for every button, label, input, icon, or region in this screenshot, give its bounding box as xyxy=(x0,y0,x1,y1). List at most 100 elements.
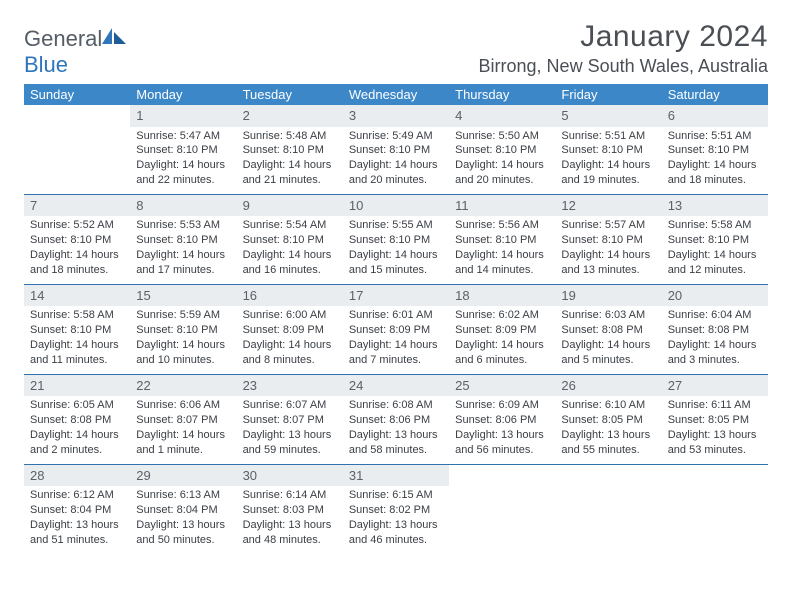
day-number: 22 xyxy=(130,374,236,396)
day-cell: Sunrise: 6:00 AMSunset: 8:09 PMDaylight:… xyxy=(237,306,343,374)
daylight-text-2: and 48 minutes. xyxy=(243,533,337,548)
sunrise-text: Sunrise: 5:51 AM xyxy=(668,129,762,144)
sails-icon xyxy=(102,26,128,46)
day-number: 17 xyxy=(343,284,449,306)
col-wed: Wednesday xyxy=(343,84,449,105)
daylight-text-1: Daylight: 14 hours xyxy=(455,158,549,173)
sunrise-text: Sunrise: 6:06 AM xyxy=(136,398,230,413)
calendar-page: General Blue January 2024 Birrong, New S… xyxy=(0,0,792,554)
day-cell: Sunrise: 5:58 AMSunset: 8:10 PMDaylight:… xyxy=(662,216,768,284)
day-cell: Sunrise: 5:58 AMSunset: 8:10 PMDaylight:… xyxy=(24,306,130,374)
daylight-text-1: Daylight: 14 hours xyxy=(349,338,443,353)
week-row: Sunrise: 5:58 AMSunset: 8:10 PMDaylight:… xyxy=(24,306,768,374)
week-row: Sunrise: 5:47 AMSunset: 8:10 PMDaylight:… xyxy=(24,127,768,195)
daylight-text-1: Daylight: 14 hours xyxy=(243,338,337,353)
daylight-text-2: and 10 minutes. xyxy=(136,353,230,368)
day-number: 16 xyxy=(237,284,343,306)
day-cell: Sunrise: 6:06 AMSunset: 8:07 PMDaylight:… xyxy=(130,396,236,464)
sunrise-text: Sunrise: 6:05 AM xyxy=(30,398,124,413)
day-number xyxy=(449,464,555,486)
sunrise-text: Sunrise: 5:49 AM xyxy=(349,129,443,144)
sunset-text: Sunset: 8:10 PM xyxy=(136,323,230,338)
sunrise-text: Sunrise: 5:59 AM xyxy=(136,308,230,323)
daylight-text-1: Daylight: 14 hours xyxy=(136,158,230,173)
day-cell xyxy=(662,486,768,553)
daylight-text-1: Daylight: 14 hours xyxy=(136,428,230,443)
day-cell: Sunrise: 6:14 AMSunset: 8:03 PMDaylight:… xyxy=(237,486,343,553)
sunset-text: Sunset: 8:10 PM xyxy=(349,143,443,158)
day-cell: Sunrise: 5:54 AMSunset: 8:10 PMDaylight:… xyxy=(237,216,343,284)
daylight-text-2: and 8 minutes. xyxy=(243,353,337,368)
week-row: Sunrise: 6:05 AMSunset: 8:08 PM Daylight:… xyxy=(24,396,768,464)
daylight-text-1: Daylight: 14 hours xyxy=(136,248,230,263)
daylight-text-2: and 56 minutes. xyxy=(455,443,549,458)
sunrise-text: Sunrise: 5:50 AM xyxy=(455,129,549,144)
sunset-text: Sunset: 8:10 PM xyxy=(136,233,230,248)
day-cell: Sunrise: 5:52 AMSunset: 8:10 PMDaylight:… xyxy=(24,216,130,284)
sunrise-text: Sunrise: 6:11 AM xyxy=(668,398,762,413)
daylight-text-1: Daylight: 13 hours xyxy=(243,428,337,443)
daynum-row: 21222324252627 xyxy=(24,374,768,396)
sunset-text: Sunset: 8:07 PM xyxy=(243,413,337,428)
sunset-text: Sunset: 8:08 PM xyxy=(30,413,124,428)
sunset-text: Sunset: 8:02 PM xyxy=(349,503,443,518)
day-cell: Sunrise: 6:07 AMSunset: 8:07 PMDaylight:… xyxy=(237,396,343,464)
daylight-text-2: and 51 minutes. xyxy=(30,533,124,548)
day-cell: Sunrise: 6:04 AMSunset: 8:08 PMDaylight:… xyxy=(662,306,768,374)
daylight-text-2: and 59 minutes. xyxy=(243,443,337,458)
day-cell: Sunrise: 5:47 AMSunset: 8:10 PMDaylight:… xyxy=(130,127,236,195)
day-cell: Sunrise: 5:53 AMSunset: 8:10 PMDaylight:… xyxy=(130,216,236,284)
daylight-text-2: and 5 minutes. xyxy=(561,353,655,368)
day-number: 7 xyxy=(24,194,130,216)
sunset-text: Sunset: 8:07 PM xyxy=(136,413,230,428)
col-mon: Monday xyxy=(130,84,236,105)
day-number: 26 xyxy=(555,374,661,396)
day-number xyxy=(555,464,661,486)
sunset-text: Sunset: 8:08 PM xyxy=(561,323,655,338)
daynum-row: 78910111213 xyxy=(24,194,768,216)
daylight-text-1: Daylight: 14 hours xyxy=(668,338,762,353)
week-row: Sunrise: 5:52 AMSunset: 8:10 PMDaylight:… xyxy=(24,216,768,284)
day-number: 13 xyxy=(662,194,768,216)
daylight-text-2: and 18 minutes. xyxy=(668,173,762,188)
sunrise-text: Sunrise: 6:14 AM xyxy=(243,488,337,503)
daylight-text-2: and 14 minutes. xyxy=(455,263,549,278)
daynum-row: 123456 xyxy=(24,105,768,127)
day-cell: Sunrise: 5:51 AMSunset: 8:10 PMDaylight:… xyxy=(662,127,768,195)
sunrise-text: Sunrise: 5:54 AM xyxy=(243,218,337,233)
sunset-text: Sunset: 8:10 PM xyxy=(455,233,549,248)
sunset-text: Sunset: 8:09 PM xyxy=(243,323,337,338)
day-cell: Sunrise: 6:15 AMSunset: 8:02 PMDaylight:… xyxy=(343,486,449,553)
daylight-text-1: Daylight: 14 hours xyxy=(243,248,337,263)
daylight-text-2: and 20 minutes. xyxy=(349,173,443,188)
day-cell: Sunrise: 6:05 AMSunset: 8:08 PMDaylight:… xyxy=(24,396,130,464)
sunset-text: Sunset: 8:06 PM xyxy=(455,413,549,428)
calendar-table: Sunday Monday Tuesday Wednesday Thursday… xyxy=(24,84,768,554)
week-row: Sunrise: 6:12 AMSunset: 8:04 PMDaylight:… xyxy=(24,486,768,553)
day-number: 14 xyxy=(24,284,130,306)
sunset-text: Sunset: 8:10 PM xyxy=(668,143,762,158)
daylight-text-1: Daylight: 14 hours xyxy=(668,248,762,263)
sunrise-text: Sunrise: 5:47 AM xyxy=(136,129,230,144)
daylight-text-2: and 11 minutes. xyxy=(30,353,124,368)
sunrise-text: Sunrise: 6:03 AM xyxy=(561,308,655,323)
day-number: 12 xyxy=(555,194,661,216)
daylight-text-1: Daylight: 13 hours xyxy=(243,518,337,533)
day-cell: Sunrise: 6:09 AMSunset: 8:06 PMDaylight:… xyxy=(449,396,555,464)
sunset-text: Sunset: 8:10 PM xyxy=(455,143,549,158)
sunrise-text: Sunrise: 6:15 AM xyxy=(349,488,443,503)
daylight-text-1: Daylight: 14 hours xyxy=(243,158,337,173)
daylight-text-2: and 55 minutes. xyxy=(561,443,655,458)
day-number: 30 xyxy=(237,464,343,486)
day-number: 11 xyxy=(449,194,555,216)
sunset-text: Sunset: 8:10 PM xyxy=(668,233,762,248)
sunrise-text: Sunrise: 5:55 AM xyxy=(349,218,443,233)
sunset-text: Sunset: 8:10 PM xyxy=(243,233,337,248)
day-number: 2 xyxy=(237,105,343,127)
day-cell: Sunrise: 6:08 AMSunset: 8:06 PMDaylight:… xyxy=(343,396,449,464)
daylight-text-1: Daylight: 14 hours xyxy=(349,158,443,173)
location-text: Birrong, New South Wales, Australia xyxy=(479,56,768,77)
daylight-text-2: and 2 minutes. xyxy=(30,443,124,458)
sunset-text: Sunset: 8:10 PM xyxy=(30,233,124,248)
day-number: 3 xyxy=(343,105,449,127)
